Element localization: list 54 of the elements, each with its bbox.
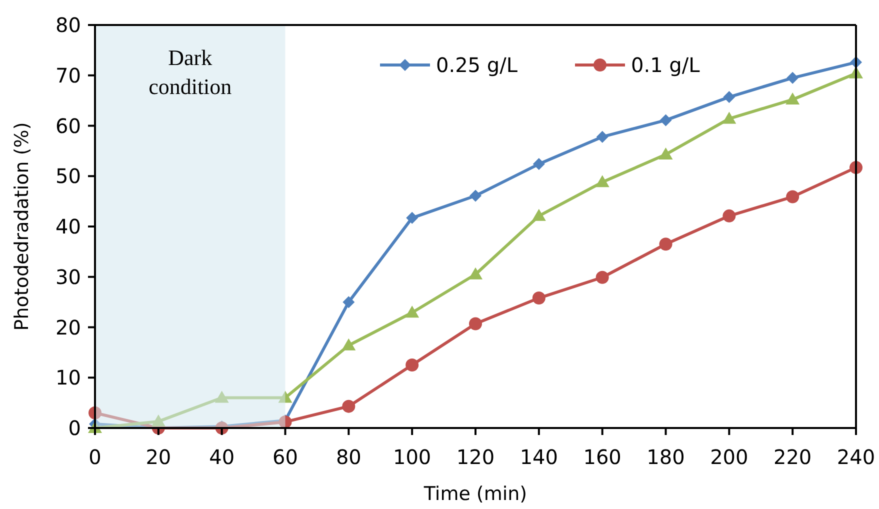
point	[532, 292, 546, 305]
point	[596, 270, 609, 284]
x-tick-label: 80	[336, 445, 362, 469]
x-tick-label: 100	[392, 445, 432, 469]
point	[786, 72, 799, 84]
y-axis-title: Photodedradation (%)	[11, 122, 33, 331]
x-tick-label: 240	[836, 445, 876, 469]
point	[532, 208, 546, 221]
x-tick-label: 120	[456, 445, 495, 469]
y-tick-label: 80	[56, 13, 81, 37]
point	[596, 130, 608, 143]
y-tick-label: 0	[68, 416, 81, 440]
y-tick-label: 70	[56, 63, 81, 88]
point	[405, 306, 420, 318]
legend-label: 0.25 g/L	[436, 53, 518, 77]
point	[658, 147, 673, 160]
point	[470, 190, 482, 202]
y-tick-label: 40	[56, 214, 81, 238]
point	[532, 158, 545, 170]
x-tick-label: 40	[209, 445, 235, 469]
point	[406, 358, 419, 372]
x-tick-label: 160	[583, 445, 622, 469]
x-tick-label: 20	[146, 445, 172, 469]
x-axis-title: Time (min)	[422, 483, 528, 505]
x-tick-label: 180	[646, 445, 685, 469]
point	[151, 414, 166, 426]
y-tick-label: 20	[56, 315, 81, 340]
x-tick-label: 60	[272, 445, 298, 469]
x-tick-label: 140	[520, 445, 558, 469]
point	[595, 175, 610, 188]
band-label: Dark condition	[148, 45, 232, 99]
point	[723, 91, 736, 104]
point	[406, 212, 418, 224]
point	[342, 400, 356, 413]
x-tick-label: 200	[710, 445, 748, 469]
x-tick-label: 0	[88, 445, 102, 469]
y-tick-label: 60	[56, 114, 81, 138]
y-tick-label: 50	[56, 164, 81, 188]
legend-label: 0.1 g/L	[631, 53, 701, 77]
point	[469, 317, 482, 330]
point	[214, 390, 229, 403]
point	[722, 209, 736, 222]
point	[468, 267, 482, 280]
point	[278, 390, 292, 403]
point	[660, 114, 672, 126]
point	[786, 92, 800, 105]
y-tick-label: 30	[56, 264, 81, 289]
point	[342, 296, 355, 308]
y-tick-label: 10	[56, 366, 81, 390]
point	[722, 112, 736, 124]
point	[786, 190, 800, 204]
x-tick-label: 220	[773, 445, 812, 469]
point	[659, 238, 672, 251]
point	[342, 338, 356, 350]
